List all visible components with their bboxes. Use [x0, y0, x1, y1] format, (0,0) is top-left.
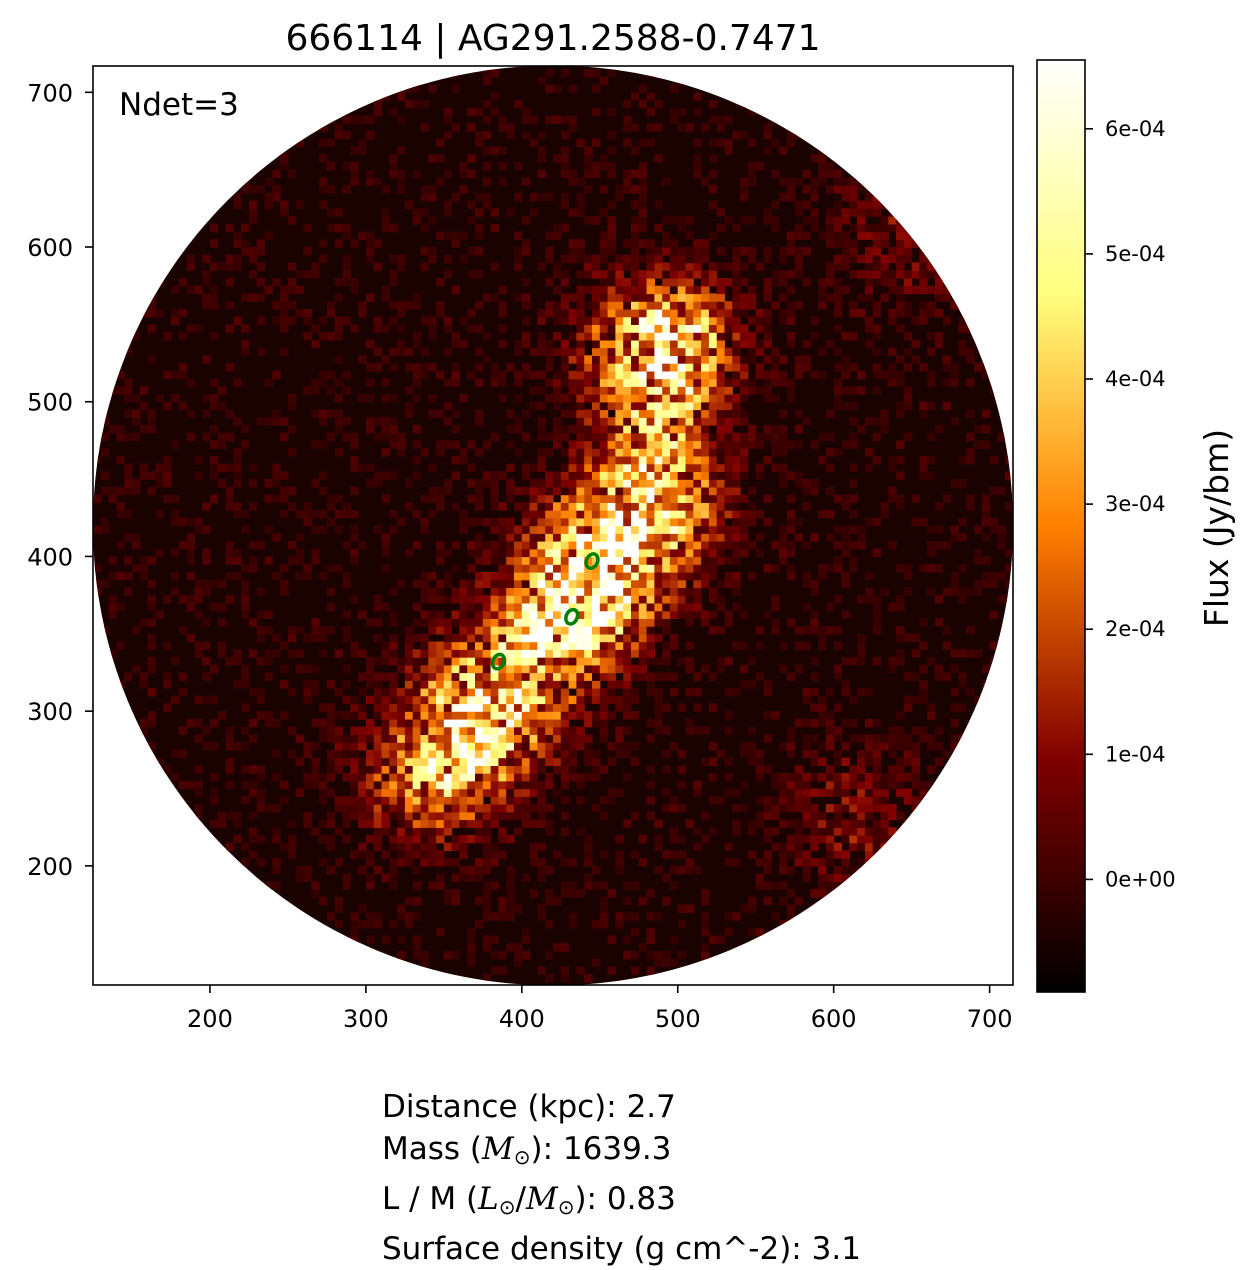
source-properties: Distance (kpc): 2.7 Mass (M⊙): 1639.3 L … — [382, 1086, 861, 1270]
y-tick-label: 500 — [27, 389, 73, 417]
luminosity-to-mass-line: L / M (L⊙/M⊙): 0.83 — [382, 1181, 676, 1219]
lm-value: 0.83 — [606, 1181, 676, 1217]
detection-contour — [490, 652, 507, 671]
colorbar-tick-label: 3e-04 — [1105, 492, 1166, 516]
mass-value: 1639.3 — [562, 1131, 672, 1167]
colorbar-tick-label: 0e+00 — [1105, 867, 1176, 891]
detection-contour — [584, 552, 600, 571]
x-tick-label: 400 — [499, 1005, 545, 1033]
colorbar-tick-label: 6e-04 — [1105, 117, 1166, 141]
plot-frame — [92, 65, 1014, 986]
distance-line: Distance (kpc): 2.7 — [382, 1089, 676, 1125]
x-tick-label: 500 — [655, 1005, 701, 1033]
y-tick-label: 200 — [27, 853, 73, 881]
x-axis: 200 300 400 500 600 700 — [187, 985, 1013, 1033]
y-tick-label: 300 — [27, 698, 73, 726]
y-axis: 200 300 400 500 600 700 — [27, 79, 93, 881]
colorbar-label: Flux (Jy/bm) — [1197, 429, 1236, 627]
y-tick-label: 600 — [27, 234, 73, 262]
colorbar-ticks: 0e+00 1e-04 2e-04 3e-04 4e-04 5e-04 6e-04 — [1085, 117, 1176, 891]
detection-contour — [564, 607, 580, 626]
surface-density-value: 3.1 — [811, 1231, 861, 1267]
x-tick-label: 700 — [967, 1005, 1013, 1033]
colorbar-tick-label: 5e-04 — [1105, 242, 1166, 266]
detection-count-annotation: Ndet=3 — [119, 87, 239, 123]
plot-area — [93, 66, 1013, 985]
colorbar — [1036, 59, 1086, 993]
x-tick-label: 600 — [811, 1005, 857, 1033]
colorbar-tick-label: 4e-04 — [1105, 367, 1166, 391]
surface-density-line: Surface density (g cm^-2): 3.1 — [382, 1231, 861, 1267]
chart-title: 666114 | AG291.2588-0.7471 — [285, 18, 820, 59]
x-tick-label: 300 — [343, 1005, 389, 1033]
y-tick-label: 700 — [27, 79, 73, 107]
mass-line: Mass (M⊙): 1639.3 — [382, 1131, 672, 1169]
x-tick-label: 200 — [187, 1005, 233, 1033]
colorbar-tick-label: 1e-04 — [1105, 742, 1166, 766]
colorbar-tick-label: 2e-04 — [1105, 617, 1166, 641]
distance-value: 2.7 — [626, 1089, 676, 1125]
y-tick-label: 400 — [27, 543, 73, 571]
